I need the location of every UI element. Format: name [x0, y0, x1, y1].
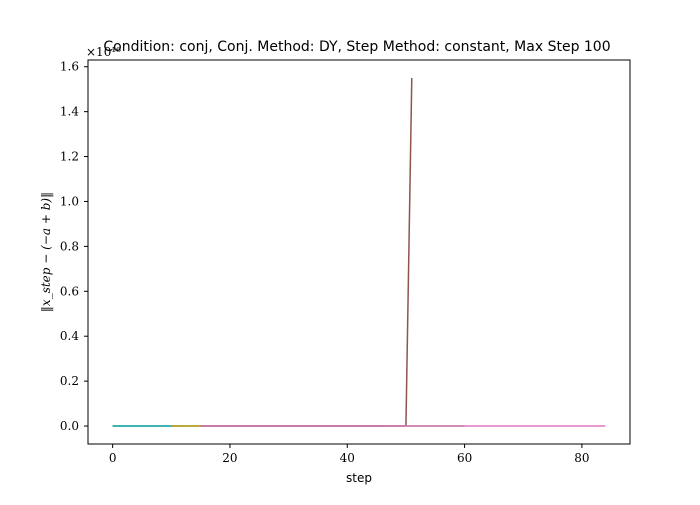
x-tick-label: 20 [222, 451, 237, 465]
x-tick-label: 40 [340, 451, 355, 465]
y-axis-label: ‖x_step − (−a + b)‖ [39, 192, 53, 312]
y-tick-label: 0.2 [60, 374, 79, 388]
y-tick-label: 1.4 [60, 105, 79, 119]
x-tick-label: 60 [457, 451, 472, 465]
y-tick-label: 0.6 [60, 284, 79, 298]
y-tick-label: 1.2 [60, 150, 79, 164]
y-offset-label: ×10¹⁶ [86, 45, 121, 59]
chart-title: Condition: conj, Conj. Method: DY, Step … [103, 39, 610, 55]
x-axis-label: step [346, 471, 372, 485]
x-tick-label: 0 [109, 451, 117, 465]
y-tick-label: 0.0 [60, 419, 79, 433]
y-tick-label: 1.6 [60, 60, 79, 74]
x-tick-label: 80 [574, 451, 589, 465]
y-tick-label: 1.0 [60, 194, 79, 208]
y-tick-label: 0.4 [60, 329, 79, 343]
axis-ticks: 0 20 40 60 80 0.0 0.2 0.4 0.6 0.8 1.0 1.2 1.4 1.6 [60, 60, 590, 465]
plot-area [112, 77, 606, 427]
axes-frame [87, 59, 631, 445]
y-tick-label: 0.8 [60, 239, 79, 253]
